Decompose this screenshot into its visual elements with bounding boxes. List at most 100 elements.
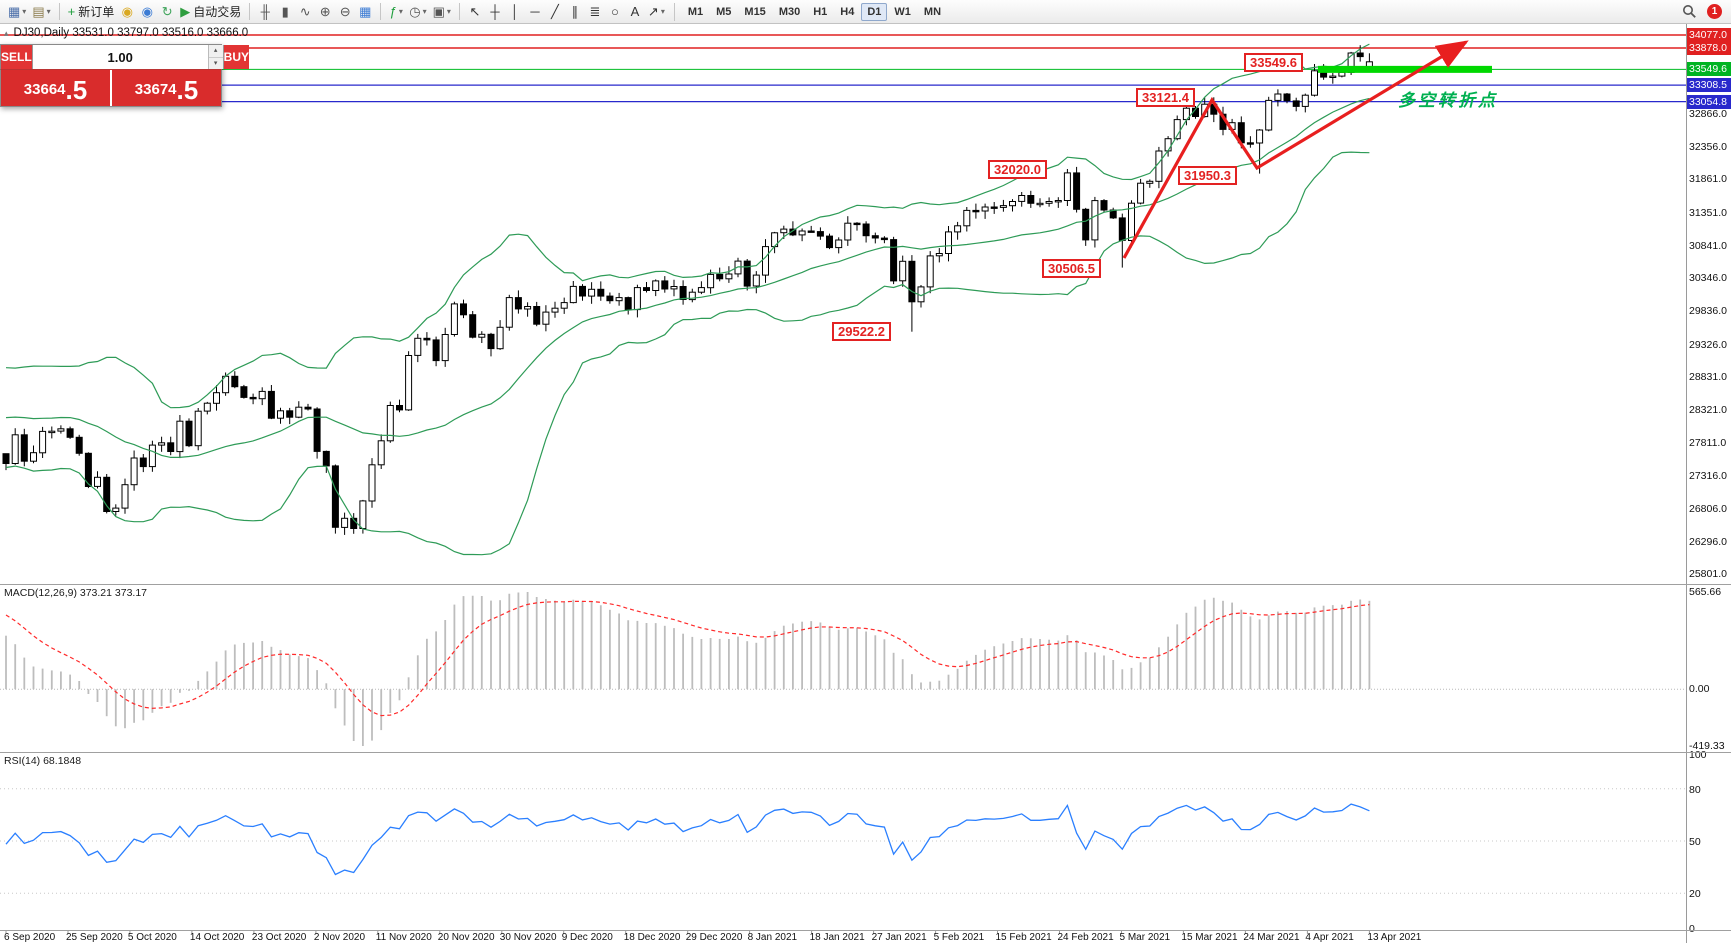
- sell-price-display[interactable]: 33664.5: [1, 70, 110, 106]
- zoom-out-icon: ⊖: [339, 3, 351, 19]
- timeframe-bar: M1 M5 M15 M30 H1 H4 D1 W1 MN: [673, 2, 947, 21]
- ohlc-bars-icon: ╫: [260, 3, 270, 19]
- text-label-icon[interactable]: A: [625, 2, 645, 22]
- shapes-icon: ○: [610, 3, 619, 19]
- buy-price-main: 33674: [134, 81, 177, 98]
- refresh-icon[interactable]: ↻: [157, 2, 177, 22]
- toolbar-separator: [380, 3, 382, 20]
- price-lines[interactable]: [0, 34, 1686, 103]
- shapes-icon[interactable]: ○: [605, 2, 625, 22]
- dropdown-arrow-icon[interactable]: ▾: [398, 7, 403, 16]
- timeframe-mn[interactable]: MN: [923, 5, 942, 18]
- price-annotation[interactable]: 30506.5: [1042, 259, 1101, 278]
- new-chart-button[interactable]: ▦ ▾: [5, 2, 29, 22]
- new-order-button[interactable]: + 新订单: [65, 2, 118, 22]
- price-axis-badge: 33549.6: [1687, 62, 1731, 77]
- arrows-icon[interactable]: ↗ ▾: [645, 2, 668, 22]
- panel-splitter-main-macd[interactable]: [0, 584, 1731, 585]
- timeframe-w1[interactable]: W1: [894, 5, 911, 18]
- new-order-button-label: 新订单: [78, 5, 115, 19]
- date-label: 15 Feb 2021: [995, 932, 1052, 943]
- price-annotation[interactable]: 33549.6: [1244, 53, 1303, 72]
- date-label: 20 Nov 2020: [437, 932, 495, 943]
- notifications-badge[interactable]: 1: [1707, 4, 1722, 19]
- buy-button[interactable]: BUY: [223, 45, 250, 69]
- dropdown-arrow-icon[interactable]: ▾: [446, 7, 451, 16]
- timeframe-h1[interactable]: H1: [813, 5, 828, 18]
- zoom-out-icon[interactable]: ⊖: [335, 2, 355, 22]
- fibonacci-icon[interactable]: ≣: [585, 2, 605, 22]
- dropdown-arrow-icon[interactable]: ▾: [660, 7, 665, 16]
- timeframe-m1[interactable]: M1: [687, 5, 704, 18]
- buy-price-display[interactable]: 33674.5: [112, 70, 221, 106]
- vertical-line-icon[interactable]: │: [505, 2, 525, 22]
- timeframes-button[interactable]: ◷ ▾: [406, 2, 429, 22]
- timeframe-d1[interactable]: D1: [861, 2, 888, 21]
- trendline-icon: ╱: [551, 3, 559, 19]
- tile-windows-icon[interactable]: ▦: [355, 2, 375, 22]
- volume-down-button[interactable]: ▾: [208, 57, 223, 69]
- deposit-icon[interactable]: ◉: [117, 2, 137, 22]
- volume-up-button[interactable]: ▴: [208, 45, 223, 58]
- text-label-icon: A: [630, 3, 640, 19]
- deposit-icon: ◉: [121, 3, 133, 19]
- price-axis-badge: 34077.0: [1687, 28, 1731, 42]
- dropdown-arrow-icon[interactable]: ▾: [422, 7, 427, 16]
- horizontal-line-icon: ─: [530, 3, 540, 19]
- symbol-ohlc-line: ▴ DJ30,Daily 33531.0 33797.0 33516.0 336…: [4, 27, 248, 39]
- price-annotation[interactable]: 29522.2: [832, 322, 891, 341]
- price-annotation[interactable]: 33121.4: [1136, 88, 1195, 107]
- ohlc-bars-icon[interactable]: ╫: [255, 2, 275, 22]
- price-axis-label: 30346.0: [1689, 272, 1727, 285]
- panel-splitter-rsi-timeaxis[interactable]: [0, 930, 1731, 931]
- indicators-button[interactable]: ƒ ▾: [386, 2, 406, 22]
- rsi-line: [5, 803, 1370, 876]
- timeframe-m30[interactable]: M30: [778, 5, 801, 18]
- trend-arrow[interactable]: [1122, 40, 1469, 259]
- rsi-axis-label: 0: [1689, 923, 1695, 935]
- algo-trading-button[interactable]: ▶ 自动交易: [177, 2, 244, 22]
- panel-splitter-macd-rsi[interactable]: [0, 752, 1731, 753]
- date-label: 13 Apr 2021: [1367, 932, 1422, 943]
- macd-axis-label: 565.66: [1689, 586, 1722, 598]
- algo-trading-icon: ▶: [180, 3, 191, 19]
- dropdown-arrow-icon[interactable]: ▾: [46, 7, 51, 16]
- profiles-button[interactable]: ▤ ▾: [29, 2, 53, 22]
- dropdown-arrow-icon[interactable]: ▾: [22, 7, 27, 16]
- date-label: 4 Apr 2021: [1305, 932, 1354, 943]
- sell-button[interactable]: SELL: [1, 45, 32, 69]
- templates-button[interactable]: ▣ ▾: [430, 2, 454, 22]
- date-label: 24 Mar 2021: [1243, 932, 1300, 943]
- timeframe-m15[interactable]: M15: [744, 5, 766, 18]
- equidistant-channel-icon: ∥: [571, 3, 579, 19]
- volume-spinner: ▴ ▾: [207, 45, 223, 69]
- date-label: 6 Sep 2020: [4, 932, 56, 943]
- line-chart-icon[interactable]: ∿: [295, 2, 315, 22]
- price-annotation[interactable]: 31950.3: [1178, 166, 1237, 185]
- timeframe-m5[interactable]: M5: [716, 5, 732, 18]
- cursor-icon[interactable]: ↖: [465, 2, 485, 22]
- toolbar-right: 1: [1679, 2, 1726, 22]
- turning-point-note[interactable]: 多空转折点: [1398, 91, 1498, 110]
- search-icon[interactable]: [1679, 2, 1700, 22]
- timeframe-h4[interactable]: H4: [840, 5, 855, 18]
- equidistant-channel-icon[interactable]: ∥: [565, 2, 585, 22]
- horizontal-line-icon[interactable]: ─: [525, 2, 545, 22]
- candlesticks-icon[interactable]: ▮: [275, 2, 295, 22]
- price-axis-label: 31351.0: [1689, 206, 1727, 219]
- date-label: 27 Jan 2021: [871, 932, 927, 943]
- crosshair-icon[interactable]: ┼: [485, 2, 505, 22]
- one-click-collapse-icon[interactable]: ▴: [4, 27, 9, 38]
- community-icon[interactable]: ◉: [137, 2, 157, 22]
- community-icon: ◉: [141, 3, 153, 19]
- time-axis[interactable]: 6 Sep 2020 25 Sep 2020 5 Oct 2020 14 Oct 20…: [0, 930, 1686, 943]
- price-axis-label: 25801.0: [1689, 568, 1727, 581]
- volume-input[interactable]: [32, 45, 208, 69]
- price-axis[interactable]: 32866.0 32356.0 31861.0 31351.0 30841.0 30346…: [1687, 24, 1731, 943]
- price-annotation[interactable]: 32020.0: [988, 160, 1047, 179]
- zoom-in-icon[interactable]: ⊕: [315, 2, 335, 22]
- trendline-icon[interactable]: ╱: [545, 2, 565, 22]
- rsi-axis-label: 20: [1689, 888, 1701, 901]
